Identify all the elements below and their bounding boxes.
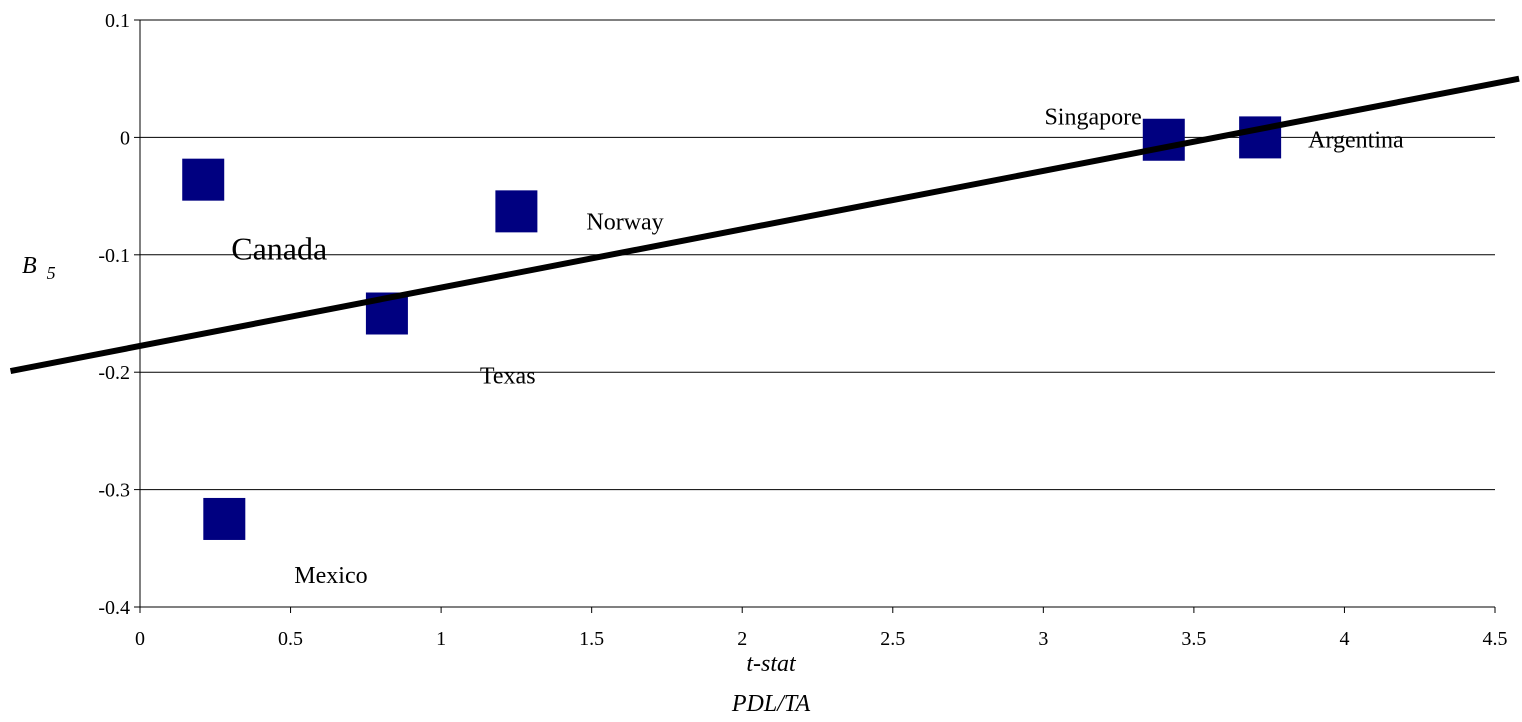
gridlines [140,19,1495,491]
y-tick-label: -0.2 [98,362,130,384]
data-point-argentina [1239,116,1282,159]
data-points [182,116,1282,540]
data-point-norway [495,190,538,233]
x-tick-label: 2.5 [880,628,905,650]
x-tick-label: 1 [436,628,446,650]
x-tick-label: 4.5 [1483,628,1508,650]
x-axis-tick-labels: 0 0.5 1 1.5 2 2.5 3 3.5 4 4.5 [135,628,1508,650]
x-tick-label: 3 [1038,628,1048,650]
point-label-mexico: Mexico [294,563,367,589]
y-axis-title-subscript: 5 [47,263,56,283]
y-tick-label: -0.3 [98,480,130,502]
point-label-canada: Canada [231,231,327,267]
x-tick-label: 4 [1339,628,1349,650]
trendline-line [9,75,1520,374]
y-tick-label: 0.1 [105,10,130,32]
data-point-singapore [1142,118,1185,161]
x-tick-label: 3.5 [1181,628,1206,650]
y-tick-label: 0 [120,127,130,149]
point-label-norway: Norway [586,209,663,235]
point-label-argentina: Argentina [1308,127,1404,153]
axes [134,19,1496,613]
point-label-singapore: Singapore [1044,105,1141,131]
trendline [9,75,1520,374]
y-tick-label: -0.4 [98,597,130,619]
x-tick-label: 2 [737,628,747,650]
y-axis-title: B 5 [22,253,56,283]
x-tick-label: 1.5 [579,628,604,650]
x-tick-label: 0 [135,628,145,650]
y-tick-label: -0.1 [98,245,130,267]
x-axis-title-secondary: PDL/TA [731,691,811,717]
y-axis-tick-labels: 0.1 0 -0.1 -0.2 -0.3 -0.4 [98,10,130,619]
x-tick-label: 0.5 [278,628,303,650]
x-axis-title: t-stat [746,651,797,677]
point-label-texas: Texas [480,364,536,390]
point-labels: Canada Norway Texas Mexico Singapore Argentin… [231,105,1404,589]
data-point-canada [182,158,225,201]
data-point-mexico [203,497,246,540]
